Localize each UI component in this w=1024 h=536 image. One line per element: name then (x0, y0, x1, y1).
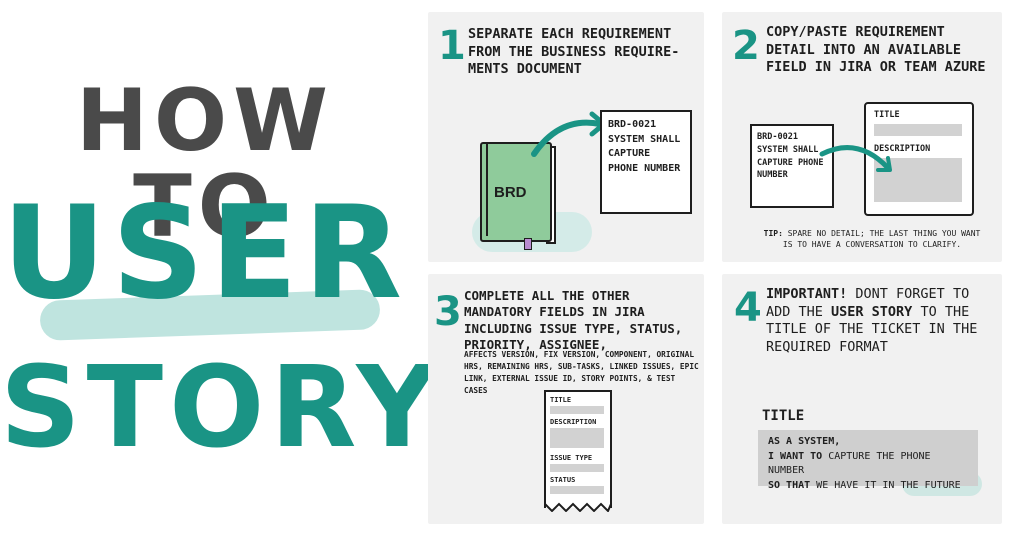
ticket-description-label: Description (550, 418, 597, 426)
book-label: BRD (494, 184, 527, 201)
requirement-card: BRD-0021 System shall capture phone numb… (750, 124, 834, 208)
step-text: Complete all the other mandatory fields … (464, 288, 683, 352)
title-how-to: HOW TO (76, 71, 334, 257)
step-subtext: affects version, fix version, component,… (464, 350, 699, 396)
step-4-panel: 4 Important! Dont forget to add the user… (722, 274, 1002, 524)
jira-form: Title Description (864, 102, 974, 216)
ticket-status-label: Status (550, 476, 576, 484)
brd-book-icon: BRD (472, 142, 592, 252)
user-story-box: As a system, I want to capture the phone… (758, 430, 978, 491)
arrow-icon (819, 145, 892, 172)
step-3-panel: 3 Complete all the other mandatory field… (428, 274, 704, 524)
form-description-label: Description (874, 144, 931, 154)
requirement-card: BRD-0021 System shall capture phone numb… (600, 110, 692, 214)
step-number: 4 (734, 285, 762, 331)
ticket-issue-type-label: Issue type (550, 454, 593, 462)
step-text: Important! Dont forget to add the user s… (766, 286, 978, 355)
form-title-label: Title (874, 110, 900, 120)
jira-ticket: Title Description Issue type Status (544, 390, 612, 508)
title-block: HOW TO USER STORY (0, 0, 444, 536)
title-label: TITLE (762, 408, 805, 424)
step-number: 3 (434, 289, 462, 335)
title-story: STORY (0, 343, 444, 473)
tip-text: Tip: Spare no detail; the last thing you… (763, 229, 981, 250)
zigzag-edge (544, 502, 612, 512)
step-text: Copy/paste requirement detail into an av… (766, 24, 986, 76)
step-text: Separate each requirement from the busin… (468, 26, 680, 78)
step-1-panel: 1 Separate each requirement from the bus… (428, 12, 704, 262)
step-2-panel: 2 Copy/paste requirement detail into an … (722, 12, 1002, 262)
title-user: USER (1, 179, 409, 328)
arrow-icon (531, 111, 607, 157)
ticket-title-label: Title (550, 396, 572, 404)
form-title-field (874, 124, 962, 136)
step-number: 2 (732, 23, 760, 69)
step-number: 1 (438, 23, 466, 69)
